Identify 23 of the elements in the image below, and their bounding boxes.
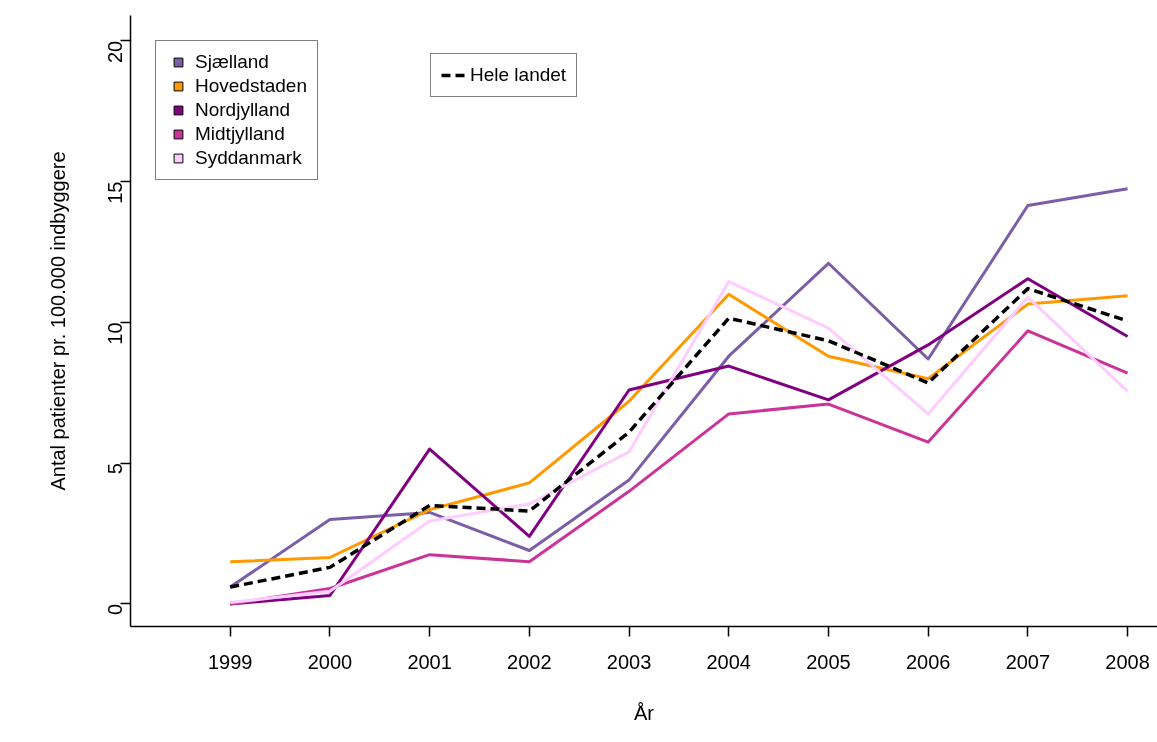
x-tick-label: 2006 bbox=[905, 650, 951, 673]
x-tick-label: 2005 bbox=[806, 650, 851, 673]
x-axis-title: År bbox=[634, 701, 655, 724]
x-tick-label: 2008 bbox=[1105, 650, 1150, 673]
y-tick-label: 5 bbox=[104, 463, 127, 475]
legend-label: Nordjylland bbox=[195, 99, 291, 121]
x-tick-label: 2001 bbox=[407, 650, 452, 673]
legend-label: Hele landet bbox=[470, 64, 567, 86]
y-tick-label: 10 bbox=[104, 322, 127, 345]
y-tick-label: 15 bbox=[104, 181, 127, 204]
x-tick-label: 1999 bbox=[207, 650, 253, 673]
legend-label: Hovedstaden bbox=[195, 75, 307, 97]
x-tick-label: 2004 bbox=[706, 650, 752, 673]
x-tick-label: 2002 bbox=[507, 650, 552, 673]
y-tick-label: 0 bbox=[104, 603, 127, 616]
x-tick-label: 2003 bbox=[606, 650, 652, 673]
legend-label: Sjælland bbox=[195, 51, 269, 73]
legend-label: Midtjylland bbox=[195, 123, 285, 145]
y-axis-title: Antal patienter pr. 100.000 indbyggere bbox=[46, 151, 69, 491]
x-tick-label: 2000 bbox=[307, 650, 353, 673]
x-tick-label: 2007 bbox=[1005, 650, 1051, 673]
y-tick-label: 20 bbox=[104, 40, 127, 64]
legend-label: Syddanmark bbox=[195, 147, 302, 169]
